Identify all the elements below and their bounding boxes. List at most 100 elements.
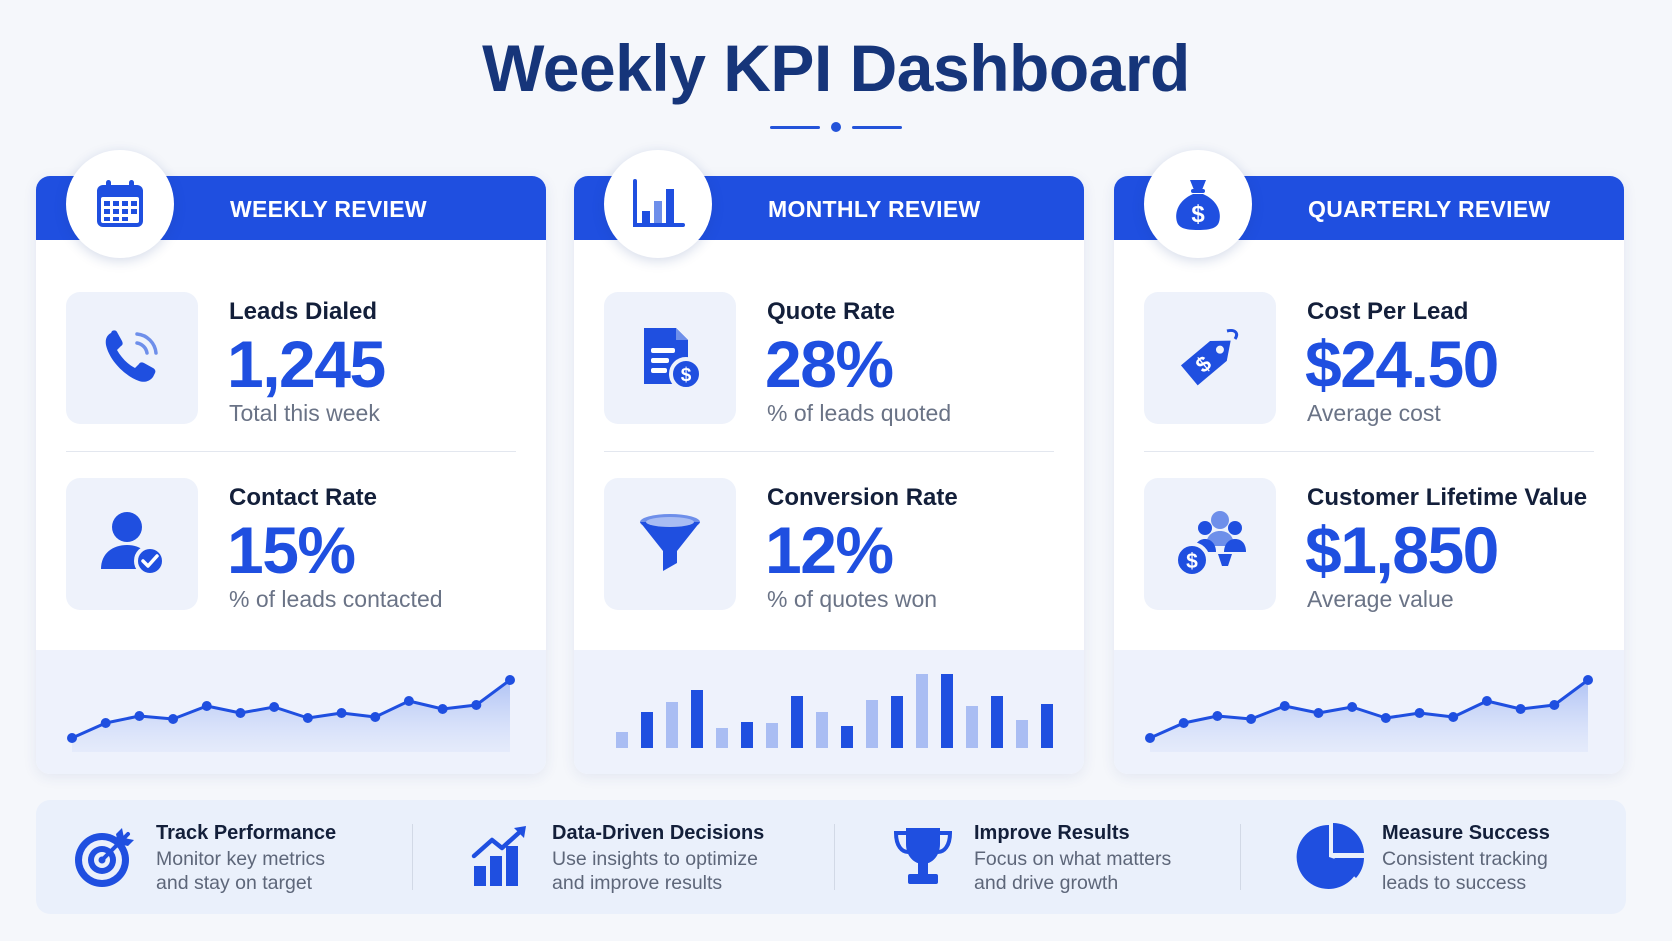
kpi-contact-rate: Contact Rate 15% % of leads contacted [66,478,516,612]
quarterly-review-card: QUARTERLY REVIEW $ $ Cost Per Lead $24.5… [1114,150,1624,774]
kpi-subtitle: Total this week [229,400,380,426]
feature-description: Consistent tracking leads to success [1382,848,1548,894]
target-icon [70,822,140,892]
sparkline-point [1481,696,1492,706]
sparkline-point [505,675,515,685]
feature-description: Use insights to optimize and improve resu… [552,848,758,894]
bar-light [616,732,628,748]
growth-chart-icon [466,822,536,892]
sparkline-point [1246,714,1257,724]
separator [834,824,835,890]
divider [66,451,516,452]
bar-light [716,728,728,748]
bar-dark [641,712,653,748]
sparkline-point [1145,733,1155,743]
kpi-value: $1,850 [1305,513,1499,587]
bar-dark [941,674,953,748]
bar-dark [891,696,903,748]
sparkline-point [1380,713,1391,723]
kpi-label: Customer Lifetime Value [1307,484,1588,511]
bar-chart-icon [604,150,712,258]
sparkline-point [370,712,381,722]
price-tag-icon: $ [1144,292,1276,424]
monthly-review-card: MONTHLY REVIEW $ Quote Rate 28% % of lea… [574,150,1084,774]
bar-light [766,723,778,748]
sparkline-point [403,696,414,706]
card-header-title: WEEKLY REVIEW [230,196,427,222]
sparkline-point [1347,702,1358,712]
kpi-subtitle: % of quotes won [767,586,938,612]
kpi-value: $24.50 [1305,327,1499,401]
bar-light [866,700,878,748]
card-header-title: MONTHLY REVIEW [768,196,981,222]
bar-dark [791,696,803,748]
svg-text:$: $ [1191,201,1205,228]
kpi-value: 28% [765,327,894,401]
sparkline-point [67,733,77,743]
feature-title: Measure Success [1382,822,1550,844]
trophy-icon [888,822,958,892]
kpi-label: Leads Dialed [229,298,378,325]
divider [604,451,1054,452]
bar-dark [991,696,1003,748]
sparkline-line [1149,678,1589,740]
calendar-icon [66,150,174,258]
title-divider [770,122,902,132]
bar-dark [841,726,853,748]
kpi-subtitle: % of leads quoted [767,400,952,426]
sparkline-area [72,680,510,752]
kpi-customer-lifetime-value: $ Customer Lifetime Value $1,850 Average… [1144,478,1594,612]
separator [1240,824,1241,890]
kpi-label: Conversion Rate [767,484,958,511]
bar-dark [1041,704,1053,748]
sparkline-point [437,704,448,714]
sparkline-point [1583,675,1593,685]
customers-dollar-icon: $ [1144,478,1276,610]
sparkline-area [1150,680,1588,752]
bar-light [916,674,928,748]
sparkline-point [235,708,246,718]
card-header-title: QUARTERLY REVIEW [1308,196,1551,222]
svg-text:$: $ [681,365,692,386]
kpi-subtitle: Average cost [1307,400,1441,426]
money-bag-icon: $ [1144,150,1252,258]
page-title: Weekly KPI Dashboard [482,31,1190,105]
kpi-cost-per-lead: $ Cost Per Lead $24.50 Average cost [1144,292,1594,426]
bar-light [1016,720,1028,748]
kpi-label: Cost Per Lead [1307,298,1469,325]
sparkline-point [201,701,212,711]
sparkline-point [1279,701,1290,711]
sparkline-point [269,702,280,712]
svg-text:$: $ [1186,550,1198,573]
line-sparkline [36,650,546,774]
separator [412,824,413,890]
sparkline-point [1515,704,1526,714]
feature-title: Data-Driven Decisions [552,822,765,844]
bar-dark [741,722,753,748]
kpi-subtitle: Average value [1307,586,1454,612]
sparkline-point [336,708,347,718]
kpi-leads-dialed: Leads Dialed 1,245 Total this week [66,292,516,426]
kpi-label: Contact Rate [229,484,378,511]
kpi-value: 1,245 [227,327,386,401]
sparkline-point [1313,708,1324,718]
feature-bar: Track Performance Monitor key metrics and… [36,800,1626,914]
sparkline-point [100,718,111,728]
line-sparkline [1114,650,1624,774]
sparkline-point [168,714,179,724]
kpi-subtitle: % of leads contacted [229,586,443,612]
feature-title: Improve Results [974,822,1130,844]
sparkline-line [71,678,511,740]
sparkline-point [1178,718,1189,728]
bar-dark [691,690,703,748]
sparkline-point [1212,711,1223,721]
feature-title: Track Performance [156,822,337,844]
bar-light [966,706,978,748]
invoice-dollar-icon: $ [604,292,736,424]
bar-light [816,712,828,748]
feature-description: Monitor key metrics and stay on target [156,848,326,894]
sparkline-point [1414,708,1425,718]
kpi-conversion-rate: Conversion Rate 12% % of quotes won [604,478,1054,612]
sparkline-point [302,713,313,723]
funnel-icon [604,478,736,610]
